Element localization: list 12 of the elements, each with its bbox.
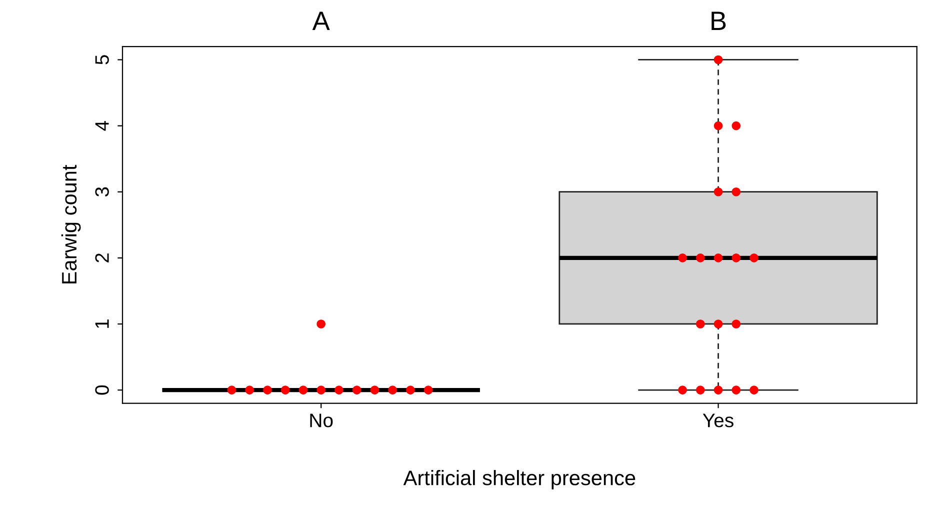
text: A <box>312 12 330 30</box>
y-tick-label: 4 <box>95 120 109 131</box>
y-tick-label: 2 <box>95 253 109 262</box>
y-tick-label: 3 <box>95 187 109 197</box>
y-axis-title: Earwig count <box>61 164 81 284</box>
y-tick-label: 0 <box>95 385 109 395</box>
x-axis-title: Artificial shelter presence <box>403 470 636 490</box>
x-tick-label: No <box>310 414 333 428</box>
y-tick-label: 5 <box>95 55 109 64</box>
y-tick-label: 1 <box>95 320 109 328</box>
text: B <box>712 12 726 30</box>
x-tick-label: Yes <box>702 414 734 428</box>
